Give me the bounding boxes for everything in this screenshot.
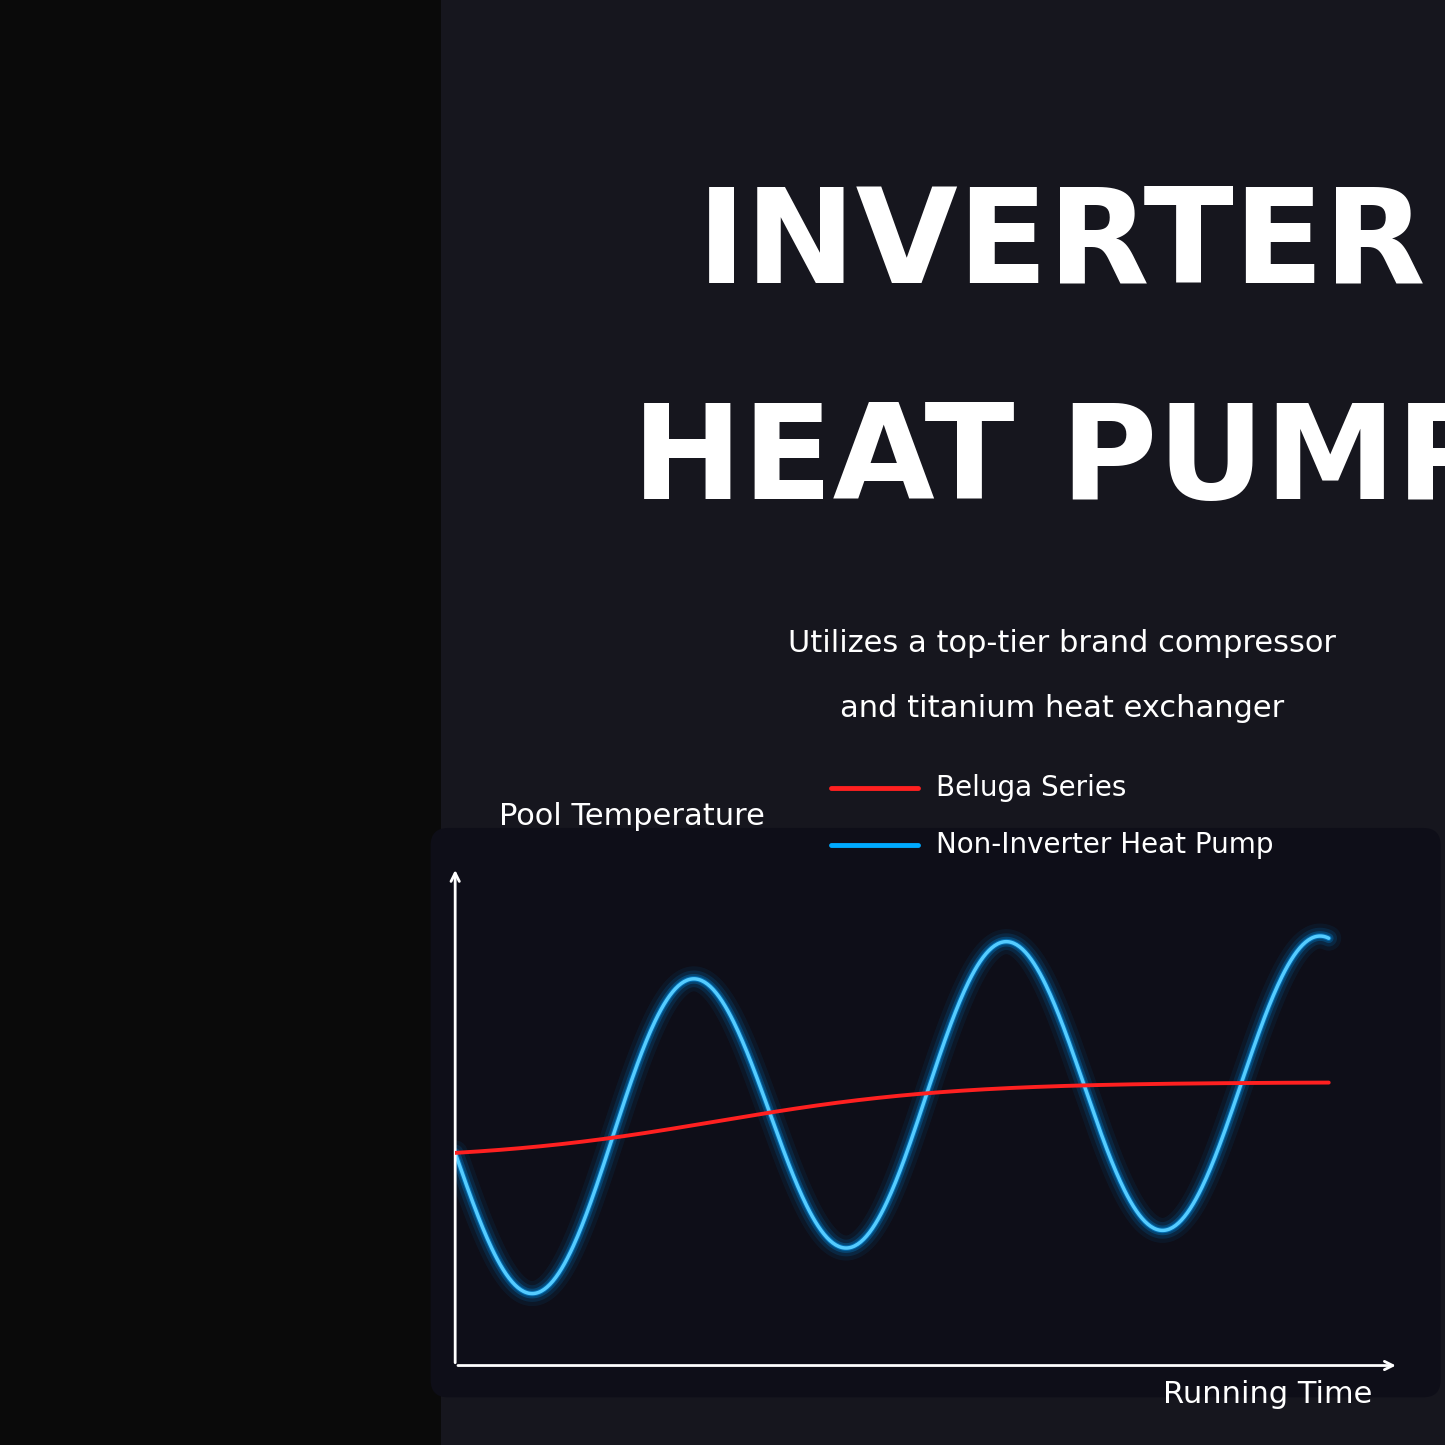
- FancyBboxPatch shape: [431, 828, 1441, 1397]
- Text: Running Time: Running Time: [1163, 1380, 1373, 1409]
- Text: and titanium heat exchanger: and titanium heat exchanger: [840, 694, 1285, 722]
- Text: Beluga Series: Beluga Series: [936, 773, 1127, 802]
- Text: Utilizes a top-tier brand compressor: Utilizes a top-tier brand compressor: [788, 629, 1337, 657]
- Text: HEAT PUMP: HEAT PUMP: [631, 399, 1445, 526]
- FancyBboxPatch shape: [441, 0, 1445, 1445]
- Text: Pool Temperature: Pool Temperature: [499, 802, 764, 831]
- Text: INVERTER: INVERTER: [698, 182, 1426, 309]
- Text: Non-Inverter Heat Pump: Non-Inverter Heat Pump: [936, 831, 1274, 860]
